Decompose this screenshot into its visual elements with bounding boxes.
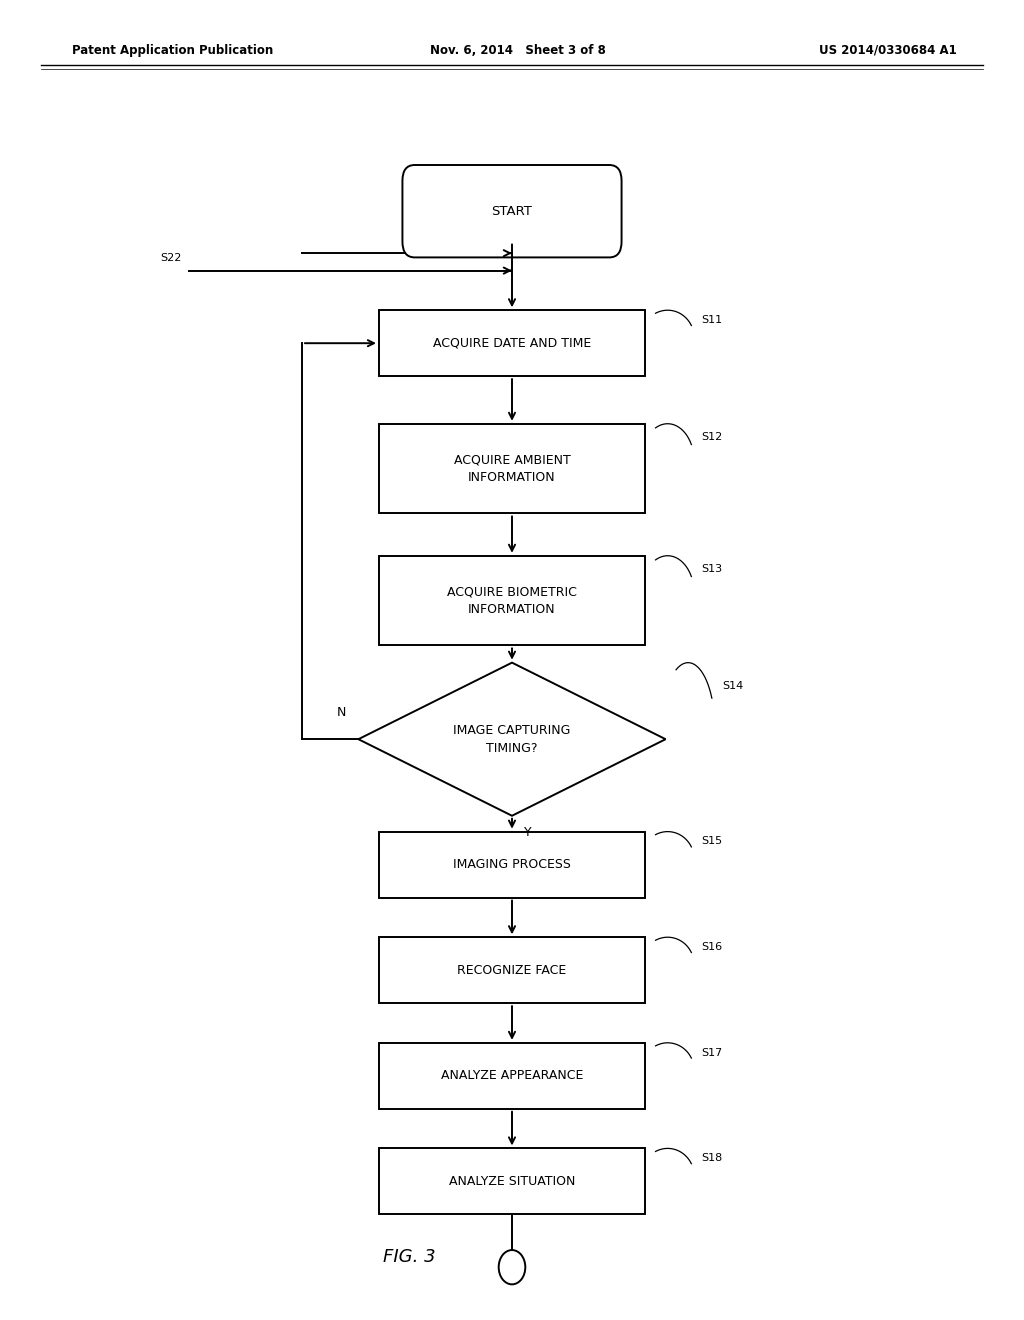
Text: S13: S13 — [701, 564, 723, 574]
Bar — [379, 310, 645, 376]
Polygon shape — [358, 663, 666, 816]
Text: IMAGING PROCESS: IMAGING PROCESS — [453, 858, 571, 871]
Text: US 2014/0330684 A1: US 2014/0330684 A1 — [819, 44, 957, 57]
Text: S17: S17 — [701, 1048, 723, 1057]
Text: S18: S18 — [701, 1154, 723, 1163]
Text: ACQUIRE DATE AND TIME: ACQUIRE DATE AND TIME — [433, 337, 591, 350]
Text: S16: S16 — [701, 942, 723, 952]
Text: S11: S11 — [701, 315, 723, 325]
Bar — [379, 1148, 645, 1214]
Bar — [379, 1043, 645, 1109]
Text: Nov. 6, 2014   Sheet 3 of 8: Nov. 6, 2014 Sheet 3 of 8 — [430, 44, 606, 57]
Text: ANALYZE SITUATION: ANALYZE SITUATION — [449, 1175, 575, 1188]
Text: Y: Y — [524, 826, 531, 840]
Bar — [379, 424, 645, 513]
Text: N: N — [337, 706, 346, 719]
FancyBboxPatch shape — [402, 165, 622, 257]
Text: S15: S15 — [701, 837, 723, 846]
Text: START: START — [492, 205, 532, 218]
Text: Patent Application Publication: Patent Application Publication — [72, 44, 273, 57]
Text: ACQUIRE BIOMETRIC
INFORMATION: ACQUIRE BIOMETRIC INFORMATION — [447, 585, 577, 616]
Text: S22: S22 — [160, 252, 181, 263]
Bar — [379, 937, 645, 1003]
Text: ACQUIRE AMBIENT
INFORMATION: ACQUIRE AMBIENT INFORMATION — [454, 453, 570, 484]
Text: RECOGNIZE FACE: RECOGNIZE FACE — [458, 964, 566, 977]
Bar — [379, 832, 645, 898]
Text: IMAGE CAPTURING
TIMING?: IMAGE CAPTURING TIMING? — [454, 723, 570, 755]
Text: FIG. 3: FIG. 3 — [383, 1247, 436, 1266]
Circle shape — [499, 1250, 525, 1284]
Text: ANALYZE APPEARANCE: ANALYZE APPEARANCE — [440, 1069, 584, 1082]
Text: S14: S14 — [722, 681, 743, 690]
Bar — [379, 556, 645, 645]
Text: S12: S12 — [701, 432, 723, 442]
